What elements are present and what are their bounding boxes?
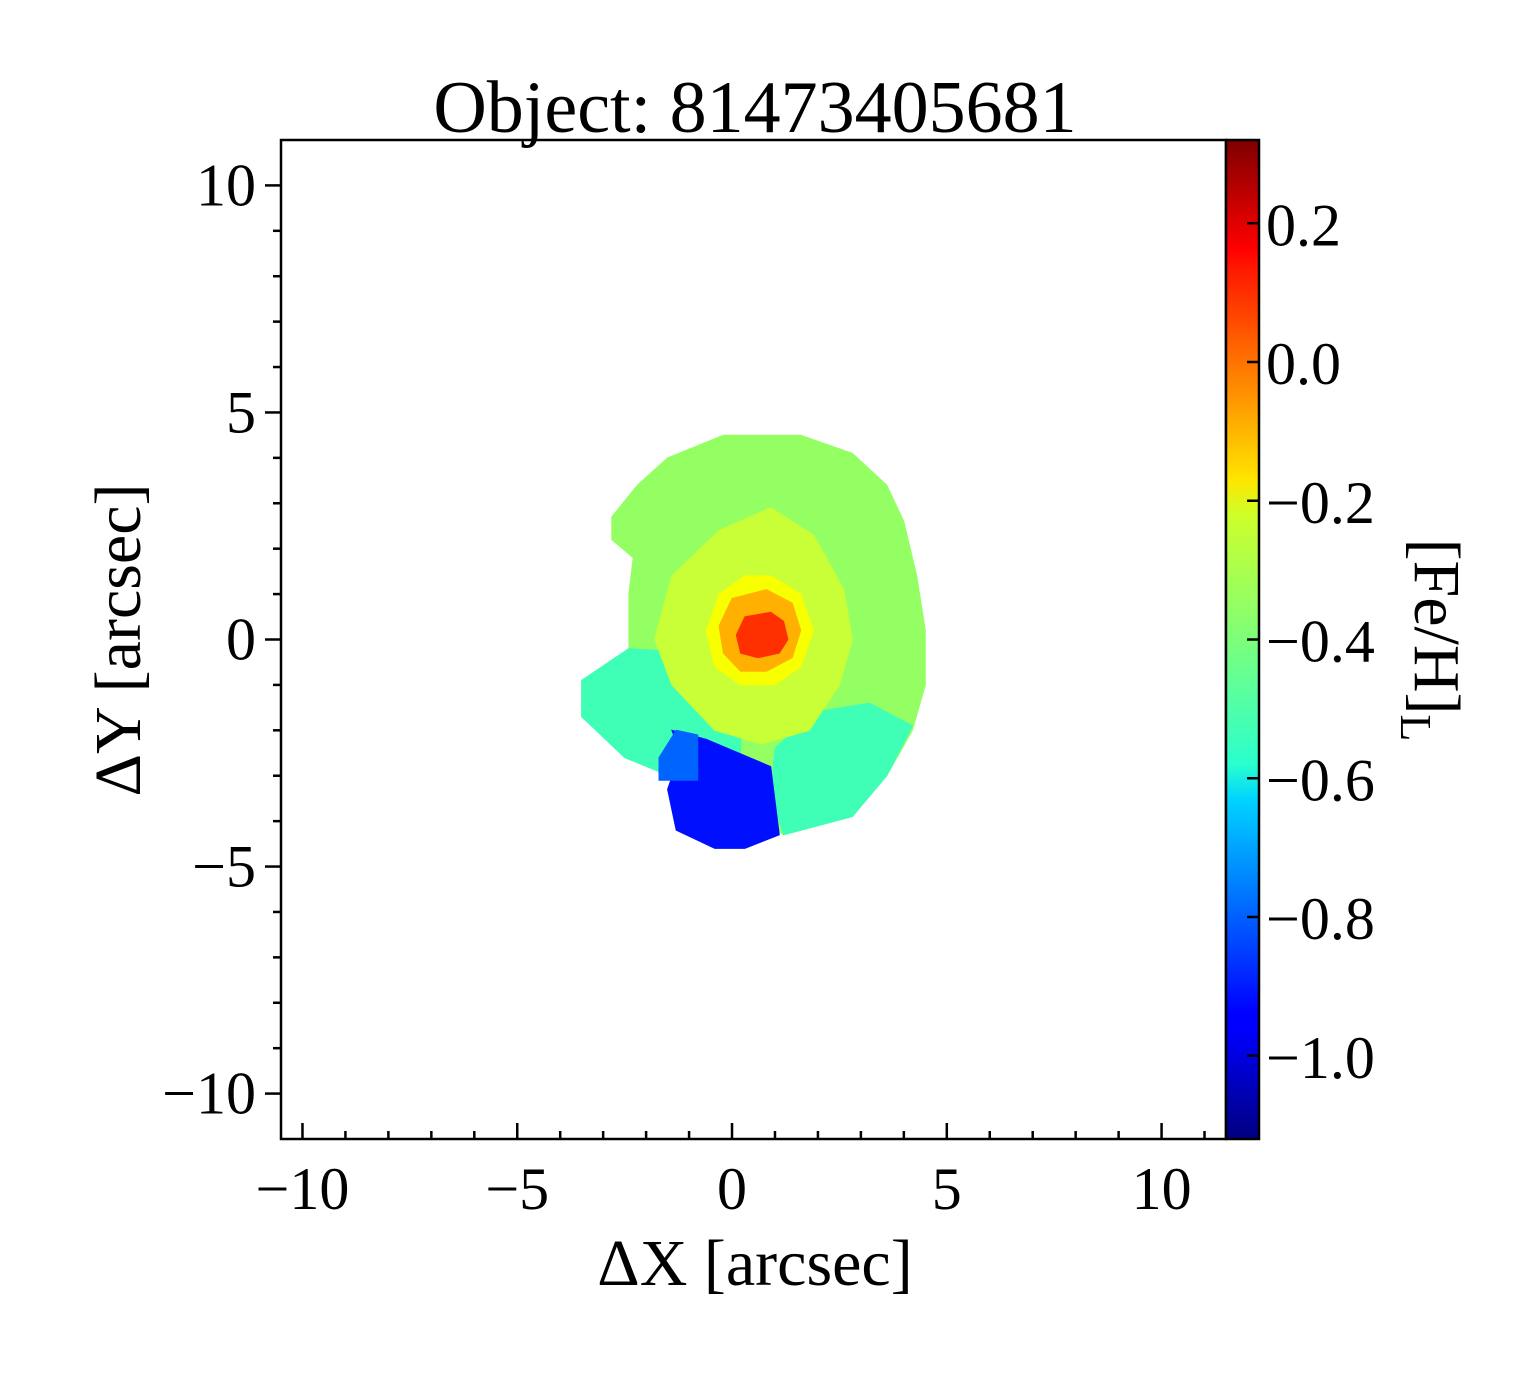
y-tick-label: −10 bbox=[162, 1061, 256, 1127]
colorbar-tick-label: −1.0 bbox=[1266, 1025, 1375, 1091]
colorbar-tick-label: 0.0 bbox=[1266, 331, 1341, 397]
colorbar-tick-label: −0.8 bbox=[1266, 886, 1375, 952]
colorbar-label-subscript: L bbox=[1391, 715, 1440, 742]
colorbar-label: [Fe/H]L bbox=[1391, 539, 1473, 742]
colorbar-label-main: [Fe/H] bbox=[1400, 539, 1473, 715]
y-tick-label: 10 bbox=[196, 152, 256, 218]
x-tick-label: 5 bbox=[932, 1156, 962, 1222]
colorbar-tick-label: −0.2 bbox=[1266, 470, 1375, 536]
colorbar-tick-label: −0.6 bbox=[1266, 747, 1375, 813]
region-core-peak bbox=[735, 611, 789, 659]
x-tick-label: 10 bbox=[1132, 1156, 1192, 1222]
region-southeast-wedge bbox=[770, 702, 914, 836]
colorbar-tick-label: −0.4 bbox=[1266, 609, 1375, 675]
x-tick-label: 0 bbox=[717, 1156, 747, 1222]
y-axis-label: ΔY [arcsec] bbox=[82, 484, 155, 797]
y-axis-ticks: 10 5 0 −5 −10 bbox=[162, 152, 281, 1127]
x-tick-label: −10 bbox=[256, 1156, 350, 1222]
y-tick-label: −5 bbox=[192, 834, 256, 900]
x-axis-label: ΔX [arcsec] bbox=[597, 1227, 912, 1300]
x-tick-label: −5 bbox=[485, 1156, 549, 1222]
colorbar-ticks: 0.2 0.0 −0.2 −0.4 −0.6 −0.8 −1.0 bbox=[1247, 192, 1375, 1091]
heatmap-regions bbox=[581, 434, 926, 849]
region-blue-blob-edge bbox=[658, 729, 699, 781]
y-tick-label: 5 bbox=[226, 379, 256, 445]
chart-title: Object: 81473405681 bbox=[433, 67, 1076, 149]
y-tick-label: 0 bbox=[226, 607, 256, 673]
x-axis-ticks: −10 −5 0 5 10 bbox=[256, 1123, 1206, 1222]
colorbar-tick-label: 0.2 bbox=[1266, 192, 1341, 258]
